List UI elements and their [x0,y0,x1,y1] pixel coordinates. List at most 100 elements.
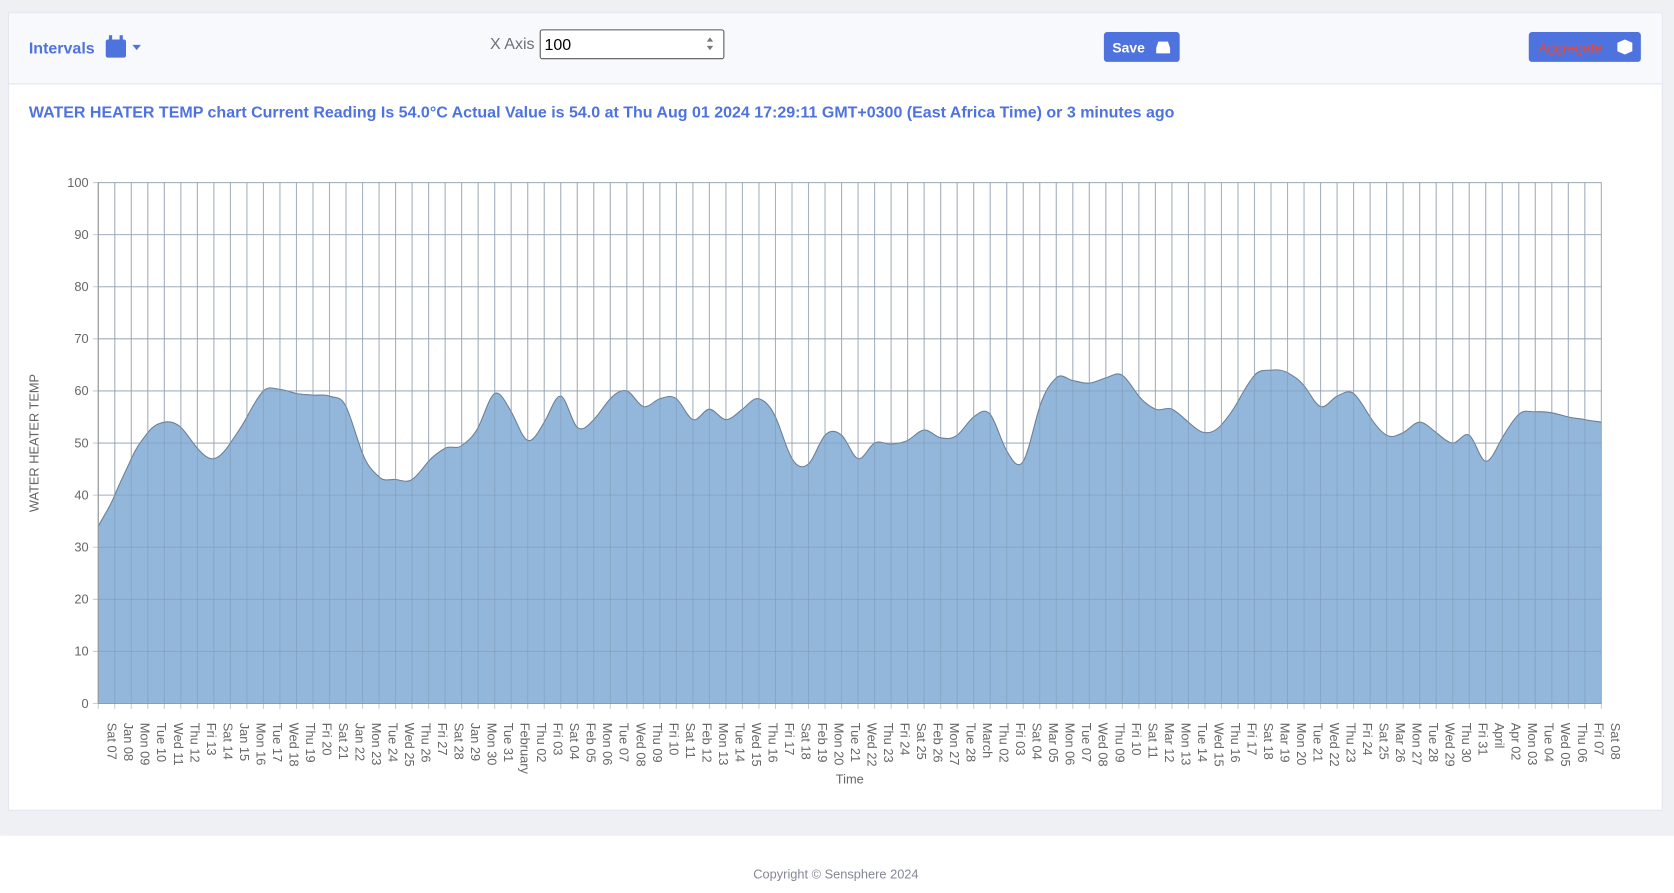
x-tick-label: Jan 15 [237,723,252,761]
x-tick-label: Tue 07 [617,723,632,762]
y-tick-label: 70 [74,331,88,346]
x-tick-label: Wed 11 [171,723,186,766]
x-tick-label: Feb 12 [699,723,714,763]
x-tick-label: Wed 22 [1327,723,1342,767]
x-tick-label: Jan 22 [352,723,367,761]
x-tick-label: Fri 24 [1360,723,1375,756]
y-tick-label: 80 [74,279,88,294]
x-tick-label: Tue 04 [1542,723,1557,762]
intervals-button[interactable]: Intervals [29,40,95,57]
x-tick-label: Sat 14 [220,723,235,760]
save-text: Save [1112,39,1145,55]
y-tick-label: 10 [74,644,88,659]
x-tick-label: Wed 05 [1558,723,1573,767]
y-tick-label: 90 [74,227,88,242]
calendar-icon[interactable] [105,35,141,58]
x-tick-label: Mon 16 [253,723,268,766]
x-tick-label: Thu 23 [881,723,896,763]
x-tick-label: Sat 18 [798,723,813,760]
x-tick-label: Fri 24 [898,723,913,756]
area [98,369,1602,704]
x-tick-label: Mon 09 [138,723,153,766]
calendar-ring [108,35,113,42]
reading-title: WATER HEATER TEMP chart Current Reading … [29,104,1175,121]
x-tick-label: Sat 11 [1145,723,1160,759]
x-tick-label: Apr 02 [1509,723,1524,761]
x-tick-label: Fri 10 [666,723,681,756]
x-tick-label: Fri 10 [1129,723,1144,756]
x-tick-label: Mon 13 [1178,723,1193,766]
x-tick-label: Sat 18 [1261,723,1276,760]
x-tick-label: Wed 29 [1443,723,1458,767]
x-tick-label: Mon 13 [716,723,731,766]
x-tick-label: Thu 02 [534,723,549,763]
x-tick-label: Thu 26 [419,723,434,763]
x-tick-label: Fri 17 [1244,723,1259,756]
x-tick-label: Tue 10 [154,723,169,762]
footer-text: Copyright © Sensphere 2024 [753,867,918,882]
y-tick-label: 40 [74,487,88,502]
x-tick-label: Fri 20 [319,723,334,756]
save-icon [1156,41,1171,54]
x-tick-label: Fri 07 [1591,723,1606,756]
area-line [97,369,1602,527]
x-tick-label: Tue 31 [501,723,516,762]
x-tick-label: Tue 28 [1426,723,1441,762]
spinner[interactable] [706,37,714,51]
x-tick-label: Thu 09 [650,723,665,763]
y-tick-label: 60 [74,383,88,398]
x-tick-label: Mon 06 [1063,723,1078,766]
x-tick-label: Jan 29 [468,723,483,761]
x-tick-label: Feb 19 [815,723,830,763]
x-tick-label: Sat 25 [1377,723,1392,760]
x-tick-label: Fri 13 [204,723,219,756]
x-tick-label: Thu 23 [1343,723,1358,763]
x-tick-label: Mon 20 [831,723,846,766]
x-tick-label: February [518,723,533,775]
x-tick-label: Mon 27 [947,723,962,766]
x-tick-label: Tue 28 [964,723,979,762]
x-tick-label: Fri 17 [782,723,797,756]
x-tick-label: Jan 08 [121,723,136,761]
x-tick-label: Fri 31 [1476,723,1491,756]
x-tick-label: Mar 12 [1162,723,1177,763]
x-axis-label: X Axis [490,36,534,53]
x-tick-label: Mar 19 [1277,723,1292,763]
y-tick-label: 20 [74,592,88,607]
aggregate-button[interactable] [1528,32,1641,62]
x-tick-label: Thu 09 [1112,723,1127,763]
x-tick-label: Tue 14 [732,723,747,762]
x-tick-label: Wed 15 [1211,723,1226,767]
x-tick-label: Thu 16 [765,723,780,763]
y-tick-label: 100 [67,175,88,190]
x-tick-label: Tue 17 [270,723,285,762]
card-header [9,13,1662,84]
x-tick-label: Fri 27 [435,723,450,756]
calendar-ring [119,35,123,42]
save-button[interactable] [1103,32,1180,62]
y-tick-label: 30 [74,539,88,554]
aggregate-text: Aggregate [1538,39,1602,55]
x-tick-label: Wed 08 [1096,723,1111,767]
dropdown-caret [132,44,141,51]
x-tick-label: Thu 19 [303,723,318,763]
x-axis-value: 100 [544,37,571,54]
footer [0,835,1674,893]
x-tick-label: Thu 16 [1228,723,1243,763]
x-tick-label: Tue 07 [1079,723,1094,762]
x-tick-label: Sat 04 [567,723,582,760]
x-tick-label: Wed 25 [402,723,417,767]
calendar-body [105,39,127,58]
x-tick-label: Tue 21 [848,723,863,762]
x-tick-label: Tue 14 [1195,723,1210,762]
x-tick-label: Sat 07 [105,723,120,760]
x-tick-label: Mar 26 [1393,723,1408,763]
y-axis-title: WATER HEATER TEMP [26,374,41,512]
x-tick-label: Thu 06 [1575,723,1590,763]
x-tick-label: April [1492,723,1507,749]
aggregate-icon [1617,39,1633,55]
x-tick-label: Fri 03 [551,723,566,756]
x-tick-label: Thu 02 [997,723,1012,763]
x-axis-input[interactable] [539,29,725,60]
